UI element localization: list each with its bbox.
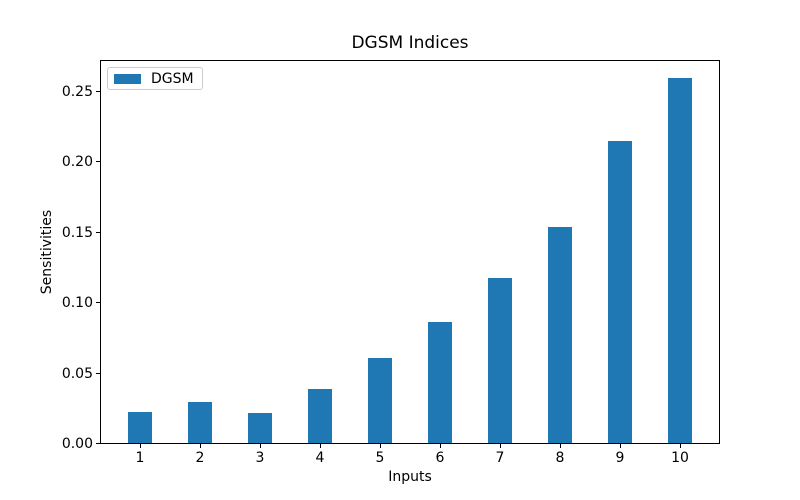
y-tick-label: 0.15	[61, 225, 93, 241]
y-tick	[96, 161, 100, 162]
bar-3	[248, 413, 272, 443]
y-tick	[96, 91, 100, 92]
bar-2	[188, 402, 212, 443]
x-tick	[500, 444, 501, 448]
bar-7	[488, 278, 512, 443]
x-axis-label: Inputs	[388, 469, 432, 485]
x-tick	[140, 444, 141, 448]
legend-label: DGSM	[151, 70, 194, 87]
y-axis-label: Sensitivities	[39, 209, 55, 295]
x-tick-label: 3	[255, 450, 265, 466]
bar-9	[608, 141, 632, 443]
legend-swatch	[114, 73, 141, 84]
x-tick-label: 10	[671, 450, 689, 466]
y-tick-label: 0.00	[61, 436, 93, 452]
x-tick-label: 4	[315, 450, 325, 466]
x-tick-label: 2	[195, 450, 205, 466]
x-tick	[200, 444, 201, 448]
x-tick	[260, 444, 261, 448]
x-tick	[440, 444, 441, 448]
y-tick	[96, 302, 100, 303]
y-tick-label: 0.20	[61, 154, 93, 170]
x-tick	[380, 444, 381, 448]
x-tick-label: 7	[495, 450, 505, 466]
bar-4	[308, 389, 332, 443]
y-tick-label: 0.25	[61, 84, 93, 100]
plot-area	[100, 60, 720, 444]
y-tick	[96, 232, 100, 233]
y-tick-label: 0.05	[61, 366, 93, 382]
bar-8	[548, 227, 572, 443]
x-tick-label: 9	[615, 450, 625, 466]
legend: DGSM	[107, 67, 203, 90]
x-tick	[320, 444, 321, 448]
y-tick	[96, 373, 100, 374]
x-tick	[680, 444, 681, 448]
bar-6	[428, 322, 452, 443]
x-tick-label: 8	[555, 450, 565, 466]
x-tick	[620, 444, 621, 448]
x-tick	[560, 444, 561, 448]
bar-1	[128, 412, 152, 443]
chart-title: DGSM Indices	[351, 33, 469, 53]
x-tick-label: 6	[435, 450, 445, 466]
bar-10	[668, 78, 692, 443]
x-tick-label: 5	[375, 450, 385, 466]
x-tick-label: 1	[135, 450, 145, 466]
y-tick-label: 0.10	[61, 295, 93, 311]
y-tick	[96, 443, 100, 444]
bar-5	[368, 358, 392, 443]
